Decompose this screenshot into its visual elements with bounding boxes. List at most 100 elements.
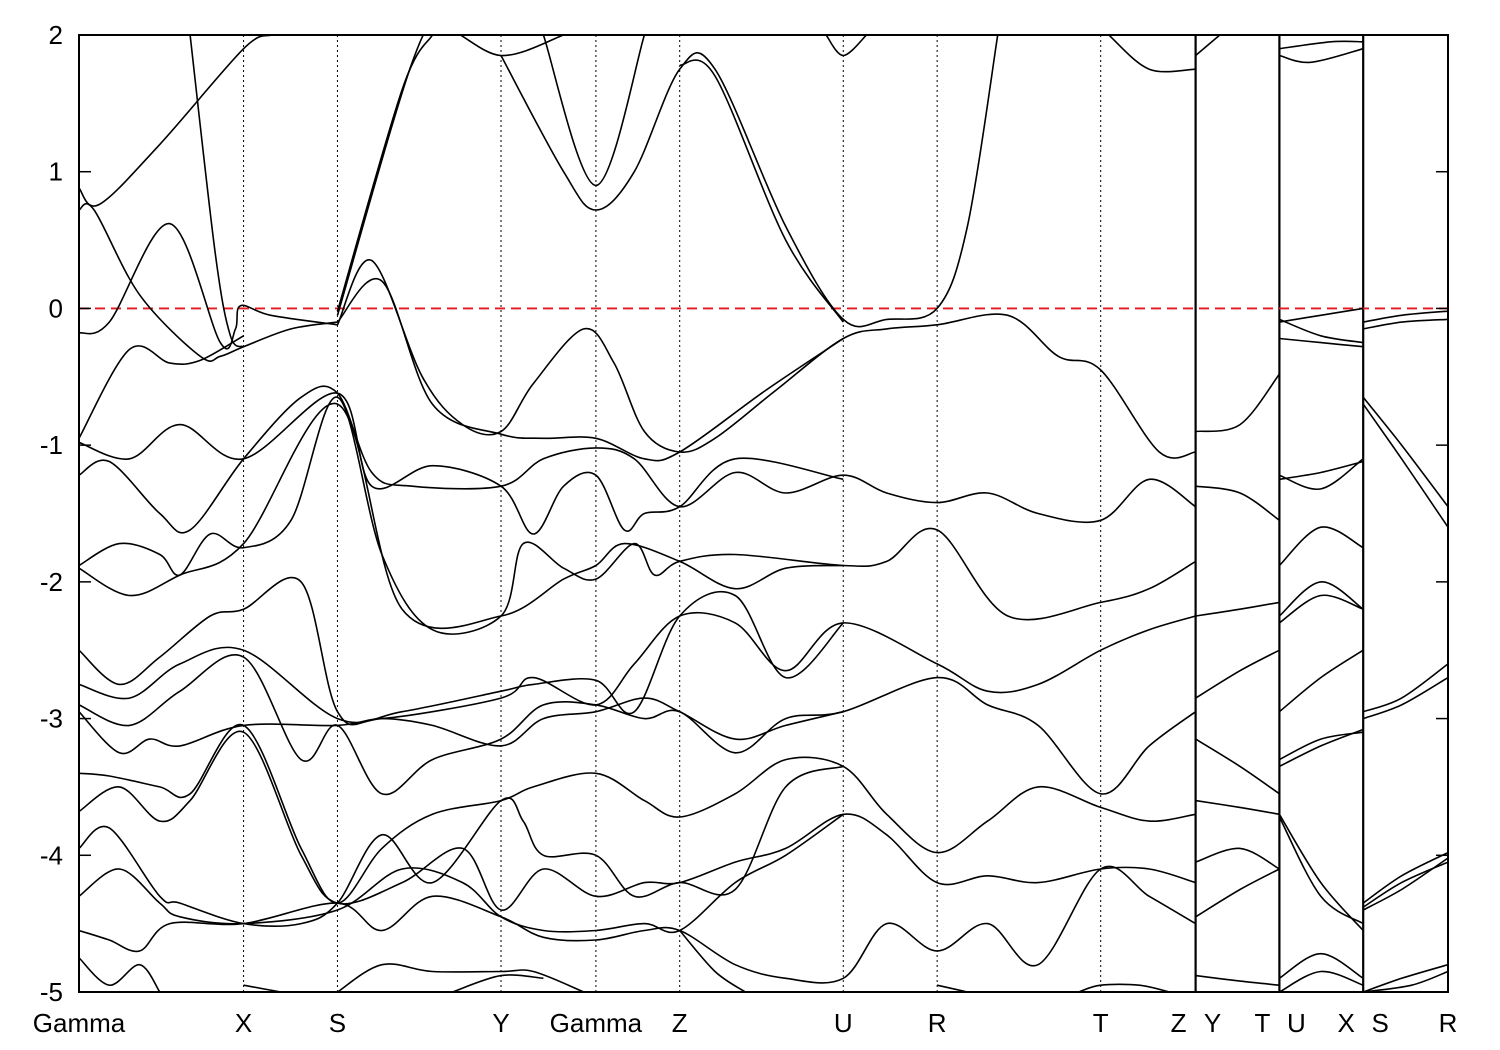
band-line-71 bbox=[1363, 970, 1448, 992]
x-tick-label: S bbox=[1372, 1008, 1389, 1038]
y-tick-label: 2 bbox=[49, 20, 63, 50]
x-tick-labels: Gamma X S Y Gamma Z U R T Z Y T U X S R bbox=[33, 1008, 1458, 1038]
band-line-13 bbox=[1108, 35, 1196, 73]
band-line-43 bbox=[79, 697, 844, 755]
band-line-27 bbox=[1279, 460, 1364, 481]
bands bbox=[79, 35, 1448, 992]
band-line-11 bbox=[679, 59, 844, 323]
y-tick-label: 0 bbox=[49, 293, 63, 323]
y-tick-label: -3 bbox=[40, 704, 63, 734]
x-tick-label: Gamma bbox=[550, 1008, 643, 1038]
band-line-14 bbox=[1195, 35, 1221, 57]
band-line-54 bbox=[1278, 813, 1364, 932]
band-line-56 bbox=[1362, 851, 1448, 904]
band-line-44 bbox=[1195, 738, 1280, 795]
band-line-3 bbox=[189, 35, 245, 348]
band-line-47 bbox=[79, 723, 1196, 904]
band-line-32 bbox=[79, 576, 1196, 726]
x-tick-label: X bbox=[1338, 1008, 1355, 1038]
band-line-41 bbox=[1362, 676, 1448, 720]
x-tick-label: U bbox=[834, 1008, 853, 1038]
high-symmetry-lines bbox=[243, 35, 1365, 992]
x-tick-label: T bbox=[1093, 1008, 1109, 1038]
band-line-57 bbox=[1362, 861, 1448, 908]
band-line-67 bbox=[1195, 974, 1280, 986]
band-line-22 bbox=[1279, 307, 1364, 323]
x-tick-label: T bbox=[1254, 1008, 1270, 1038]
band-line-0 bbox=[79, 35, 272, 207]
band-line-16 bbox=[1279, 40, 1364, 50]
band-line-37 bbox=[1278, 581, 1364, 617]
band-line-8 bbox=[336, 35, 434, 312]
x-tick-label: Z bbox=[1171, 1008, 1187, 1038]
x-tick-label: Gamma bbox=[33, 1008, 126, 1038]
band-line-40 bbox=[1362, 663, 1448, 713]
band-line-18 bbox=[79, 392, 844, 535]
band-line-70 bbox=[1362, 963, 1448, 992]
band-line-17 bbox=[79, 385, 1197, 534]
band-line-7 bbox=[336, 35, 564, 316]
band-line-38 bbox=[1278, 594, 1364, 624]
band-line-39 bbox=[1278, 649, 1364, 713]
plot-frame bbox=[78, 34, 1449, 993]
x-tick-label: Y bbox=[492, 1008, 509, 1038]
band-line-12 bbox=[825, 35, 868, 57]
y-tick-label: -5 bbox=[40, 977, 63, 1007]
band-line-61 bbox=[243, 984, 282, 992]
x-tick-label: R bbox=[928, 1008, 947, 1038]
band-line-53 bbox=[1195, 868, 1280, 918]
y-tick-labels: -5 -4 -3 -2 -1 0 1 2 bbox=[40, 20, 63, 1007]
band-line-35 bbox=[1195, 649, 1280, 699]
band-line-25 bbox=[1363, 318, 1448, 330]
band-line-69 bbox=[1279, 970, 1364, 992]
band-line-66 bbox=[1078, 983, 1170, 992]
band-line-30 bbox=[79, 396, 1197, 635]
band-line-62 bbox=[337, 963, 585, 992]
band-line-15 bbox=[1279, 47, 1364, 64]
band-line-19 bbox=[1195, 373, 1281, 433]
y-tick-label: 1 bbox=[49, 157, 63, 187]
x-tick-label: U bbox=[1287, 1008, 1306, 1038]
band-line-60 bbox=[79, 957, 161, 992]
x-tick-label: S bbox=[329, 1008, 346, 1038]
band-line-6 bbox=[336, 277, 844, 462]
y-tick-label: -1 bbox=[40, 430, 63, 460]
axis-ticks bbox=[79, 170, 1448, 857]
band-line-1 bbox=[79, 203, 338, 362]
band-line-59 bbox=[79, 865, 1197, 984]
x-tick-label: Y bbox=[1204, 1008, 1221, 1038]
band-line-52 bbox=[1195, 847, 1280, 870]
band-line-10 bbox=[542, 35, 646, 187]
band-line-23 bbox=[1279, 318, 1364, 344]
band-line-63 bbox=[452, 974, 544, 992]
band-line-31 bbox=[79, 402, 844, 630]
band-line-68 bbox=[1278, 952, 1364, 979]
y-tick-label: -2 bbox=[40, 567, 63, 597]
band-line-51 bbox=[1195, 799, 1280, 816]
x-tick-label: Z bbox=[672, 1008, 688, 1038]
band-line-48 bbox=[79, 730, 1196, 911]
band-line-5 bbox=[336, 259, 1196, 459]
band-line-28 bbox=[1362, 396, 1448, 508]
band-line-26 bbox=[1279, 458, 1364, 490]
band-line-9 bbox=[500, 35, 999, 328]
band-line-33 bbox=[79, 590, 844, 724]
band-line-24 bbox=[1363, 310, 1448, 323]
band-line-65 bbox=[936, 984, 968, 992]
x-tick-label: X bbox=[235, 1008, 252, 1038]
band-line-29 bbox=[1362, 403, 1448, 528]
y-tick-label: -4 bbox=[40, 840, 63, 870]
band-line-34 bbox=[1195, 601, 1280, 617]
x-tick-label: R bbox=[1439, 1008, 1458, 1038]
band-line-49 bbox=[79, 765, 844, 928]
band-line-64 bbox=[679, 929, 746, 992]
band-line-55 bbox=[1278, 816, 1364, 925]
band-line-58 bbox=[1362, 857, 1448, 911]
band-line-21 bbox=[1279, 337, 1364, 348]
band-line-46 bbox=[1279, 728, 1364, 768]
band-line-2 bbox=[79, 222, 338, 350]
band-line-20 bbox=[1195, 485, 1280, 521]
band-line-4 bbox=[79, 335, 244, 439]
band-line-36 bbox=[1278, 526, 1364, 567]
